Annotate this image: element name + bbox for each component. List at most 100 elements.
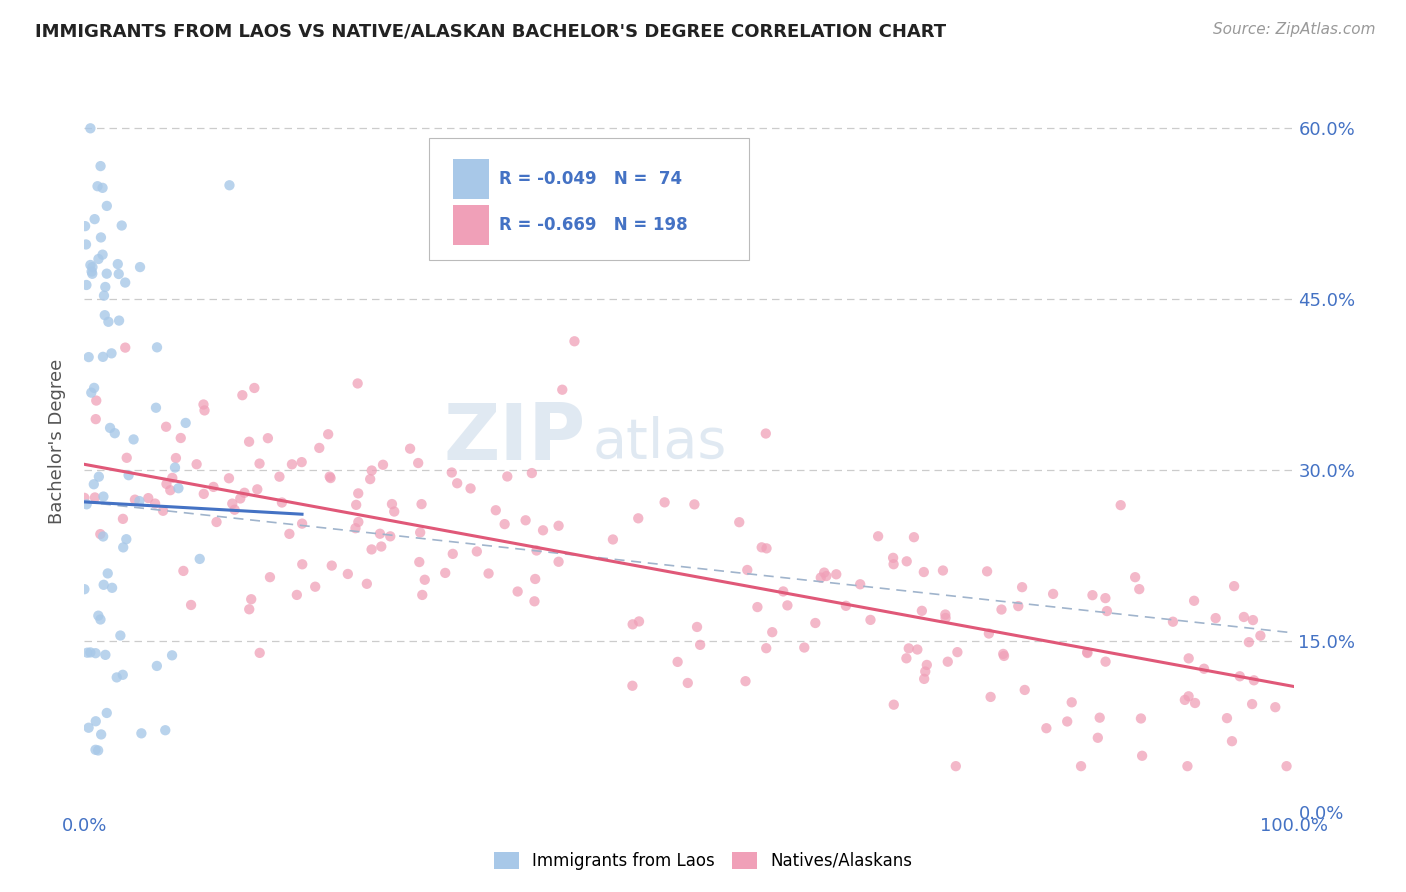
Point	[883, 698, 905, 712]
Point	[371, 458, 394, 472]
Point	[90, 727, 112, 741]
Point	[477, 566, 499, 581]
Point	[218, 471, 240, 485]
Point	[1233, 610, 1256, 624]
Point	[1081, 588, 1104, 602]
Point	[1275, 759, 1298, 773]
Point	[218, 178, 240, 193]
Point	[465, 544, 488, 558]
Point	[89, 613, 111, 627]
Point	[547, 518, 569, 533]
Point	[399, 442, 422, 456]
Point	[224, 502, 246, 516]
Point	[1088, 711, 1111, 725]
Point	[993, 647, 1015, 661]
Point	[1229, 669, 1251, 683]
Point	[84, 393, 107, 408]
Point	[73, 582, 96, 597]
Point	[155, 419, 177, 434]
Point	[1174, 693, 1197, 707]
Point	[84, 412, 107, 426]
Point	[136, 491, 159, 505]
Point	[94, 648, 117, 662]
Point	[159, 483, 181, 498]
Point	[932, 564, 955, 578]
Point	[96, 199, 118, 213]
Point	[804, 615, 827, 630]
Point	[145, 401, 167, 415]
Point	[990, 602, 1012, 616]
Point	[859, 613, 882, 627]
Point	[174, 416, 197, 430]
Point	[97, 315, 120, 329]
Point	[75, 277, 97, 292]
Point	[155, 477, 177, 491]
Point	[91, 529, 114, 543]
Point	[344, 521, 367, 535]
Point	[91, 181, 114, 195]
Point	[249, 457, 271, 471]
Point	[1249, 629, 1271, 643]
Point	[122, 433, 145, 447]
Point	[240, 592, 263, 607]
Point	[896, 554, 918, 568]
Point	[112, 541, 135, 555]
Point	[905, 642, 928, 657]
Point	[146, 659, 169, 673]
Point	[96, 706, 118, 720]
Point	[1076, 646, 1098, 660]
Point	[602, 533, 624, 547]
Point	[1095, 604, 1118, 618]
Point	[1161, 615, 1184, 629]
Point	[291, 558, 314, 572]
Point	[91, 350, 114, 364]
Point	[1237, 635, 1260, 649]
Point	[903, 530, 925, 544]
Point	[249, 646, 271, 660]
Point	[79, 258, 101, 272]
Point	[945, 759, 967, 773]
Point	[551, 383, 574, 397]
Point	[627, 615, 650, 629]
Point	[912, 672, 935, 686]
Point	[269, 469, 291, 483]
Point	[94, 308, 117, 322]
Point	[406, 456, 429, 470]
Point	[143, 497, 166, 511]
Point	[849, 577, 872, 591]
Point	[360, 542, 382, 557]
Point	[381, 497, 404, 511]
Point	[97, 566, 120, 581]
FancyBboxPatch shape	[453, 204, 489, 245]
Point	[114, 341, 136, 355]
Point	[1128, 582, 1150, 596]
Point	[1011, 580, 1033, 594]
Point	[94, 280, 117, 294]
Point	[914, 665, 936, 679]
Point	[291, 455, 314, 469]
Point	[91, 247, 114, 261]
Point	[1094, 591, 1116, 606]
FancyBboxPatch shape	[429, 138, 749, 260]
Point	[87, 608, 110, 623]
Point	[1241, 613, 1264, 627]
Point	[1177, 690, 1199, 704]
Point	[344, 498, 367, 512]
Point	[915, 657, 938, 672]
Point	[380, 529, 402, 543]
Text: R = -0.049   N =  74: R = -0.049 N = 74	[499, 170, 682, 188]
Point	[368, 526, 391, 541]
Point	[205, 515, 228, 529]
Point	[1056, 714, 1078, 729]
Point	[755, 541, 778, 556]
Point	[776, 599, 799, 613]
Point	[654, 495, 676, 509]
Point	[911, 604, 934, 618]
Text: atlas: atlas	[592, 416, 727, 470]
Point	[304, 580, 326, 594]
Point	[89, 527, 111, 541]
Point	[485, 503, 508, 517]
Point	[1035, 721, 1057, 735]
Point	[114, 276, 136, 290]
Point	[155, 723, 177, 738]
